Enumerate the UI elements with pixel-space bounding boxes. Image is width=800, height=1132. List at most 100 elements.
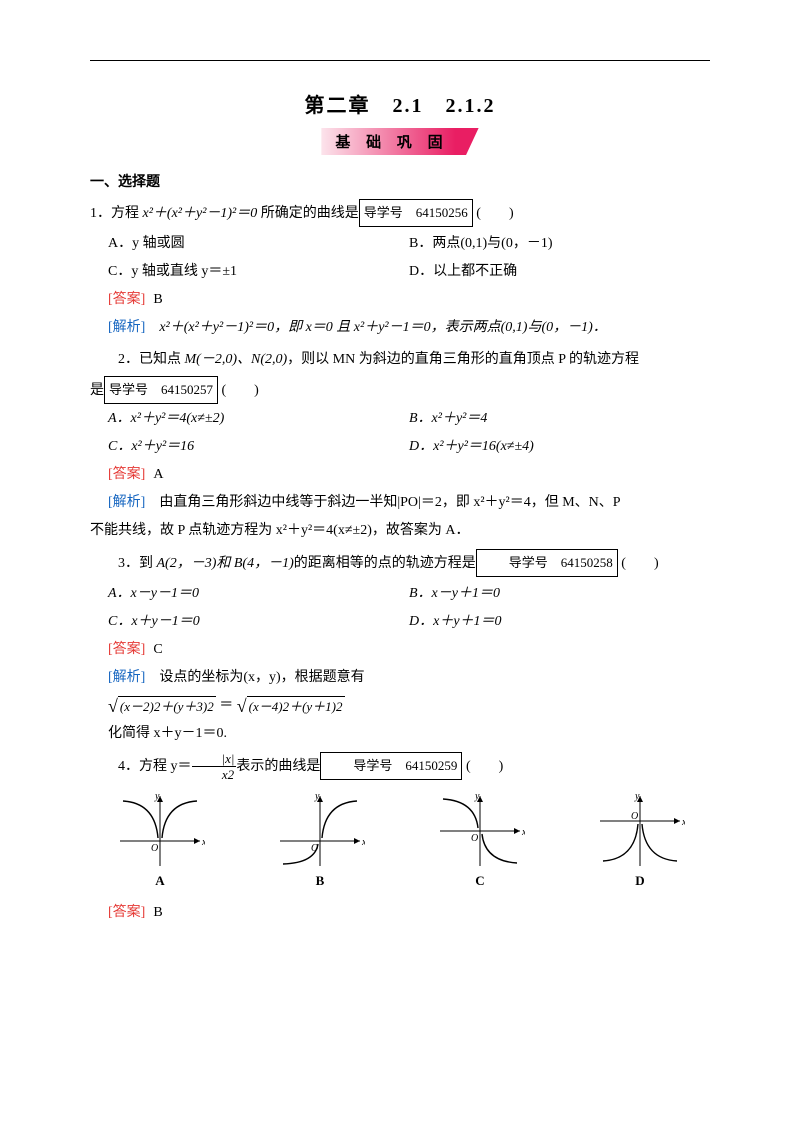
graph-A-label: A	[115, 873, 205, 889]
graph-B-svg: x y O	[275, 791, 365, 871]
q4-ref: 导学号 64150259	[320, 752, 462, 780]
expl-label: [解析]	[108, 320, 145, 335]
radical-icon: √	[237, 696, 247, 716]
q2-optC: C．x²＋y²＝16	[108, 433, 409, 461]
q3-optA: A．x－y－1＝0	[108, 580, 409, 608]
q4-answer: B	[153, 905, 162, 920]
svg-text:O: O	[471, 833, 478, 844]
q1-ref: 导学号 64150256	[359, 199, 473, 227]
q1-mid: 所确定的曲线是	[257, 206, 359, 221]
q1-explanation: [解析] x²＋(x²＋y²－1)²＝0，即 x＝0 且 x²＋y²－1＝0，表…	[108, 314, 710, 342]
q1-options: A．y 轴或圆 B．两点(0,1)与(0，－1) C．y 轴或直线 y＝±1 D…	[108, 230, 710, 286]
q1-optD: D．以上都不正确	[409, 258, 710, 286]
svg-text:x: x	[521, 827, 525, 838]
q3-expl-pre: [解析] 设点的坐标为(x，y)，根据题意有	[108, 664, 710, 692]
answer-label: [答案]	[108, 292, 145, 307]
q1-paren: ( )	[476, 206, 513, 221]
banner-wrap: 基 础 巩 固	[90, 128, 710, 155]
sqrt-right: √ (x－4)2＋(y＋1)2	[237, 696, 345, 716]
q1-optB: B．两点(0,1)与(0，－1)	[409, 230, 710, 258]
svg-text:y: y	[634, 791, 640, 802]
q2-pts: M(－2,0)、N(2,0)	[185, 352, 288, 367]
q2-answer-row: [答案] A	[108, 461, 710, 489]
q1-answer: B	[153, 292, 162, 307]
graph-D-svg: x y O	[595, 791, 685, 871]
q3-pts: A(2，－3)和 B(4，－1)	[157, 556, 294, 571]
expl-label: [解析]	[108, 495, 145, 510]
q2-expl-1: [解析] 由直角三角形斜边中线等于斜边一半知|PO|＝2，即 x²＋y²＝4，但…	[108, 489, 710, 517]
svg-text:y: y	[474, 791, 480, 802]
q2-expl-2: 不能共线，故 P 点轨迹方程为 x²＋y²＝4(x≠±2)，故答案为 A．	[90, 517, 710, 545]
q3-prefix: 3．到	[118, 556, 157, 571]
q3-sqrt-eq: √ (x－2)2＋(y＋3)2 ＝ √ (x－4)2＋(y＋1)2	[108, 692, 710, 720]
top-rule	[90, 60, 710, 61]
q3-answer-row: [答案] C	[108, 636, 710, 664]
q4-frac-num: |x|	[192, 752, 237, 767]
section-heading: 一、选择题	[90, 171, 710, 191]
q1-eq: x²＋(x²＋y²－1)²＝0	[143, 206, 258, 221]
sqrt-right-arg: (x－4)2＋(y＋1)2	[247, 696, 345, 716]
q2-l2-prefix: 是	[90, 383, 104, 398]
graph-C-svg: x y O	[435, 791, 525, 871]
q2-options: A．x²＋y²＝4(x≠±2) B．x²＋y²＝4 C．x²＋y²＝16 D．x…	[108, 405, 710, 461]
graph-C-label: C	[435, 873, 525, 889]
q2-line2: 是导学号 64150257 ( )	[90, 376, 710, 405]
q2-optB: B．x²＋y²＝4	[409, 405, 710, 433]
q4-graph-grid: x y O A x y O B x y O	[90, 791, 710, 889]
q3-options: A．x－y－1＝0 B．x－y＋1＝0 C．x＋y－1＝0 D．x＋y＋1＝0	[108, 580, 710, 636]
q3-optC: C．x＋y－1＝0	[108, 608, 409, 636]
graph-B: x y O B	[275, 791, 365, 889]
graph-A: x y O A	[115, 791, 205, 889]
q4-paren: ( )	[466, 759, 503, 774]
svg-text:O: O	[151, 843, 158, 854]
question-3: 3．到 A(2，－3)和 B(4，－1)的距离相等的点的轨迹方程是导学号 641…	[90, 549, 710, 578]
graph-D-label: D	[595, 873, 685, 889]
q3-optB: B．x－y＋1＝0	[409, 580, 710, 608]
q1-optC: C．y 轴或直线 y＝±1	[108, 258, 409, 286]
q1-answer-row: [答案] B	[108, 286, 710, 314]
eq-sign: ＝	[219, 698, 233, 713]
svg-text:x: x	[361, 837, 365, 848]
banner: 基 础 巩 固	[321, 128, 478, 155]
q3-optD: D．x＋y＋1＝0	[409, 608, 710, 636]
q2-answer: A	[153, 467, 163, 482]
svg-text:x: x	[201, 837, 205, 848]
chapter-title: 第二章 2.1 2.1.2	[90, 89, 710, 118]
q2-prefix: 2．已知点	[118, 352, 185, 367]
sqrt-left: √ (x－2)2＋(y＋3)2	[108, 696, 216, 716]
answer-label: [答案]	[108, 642, 145, 657]
question-1: 1．方程 x²＋(x²＋y²－1)²＝0 所确定的曲线是导学号 64150256…	[90, 199, 710, 228]
q2-optA: A．x²＋y²＝4(x≠±2)	[108, 405, 409, 433]
q3-answer: C	[153, 642, 162, 657]
graph-D: x y O D	[595, 791, 685, 889]
answer-label: [答案]	[108, 905, 145, 920]
q4-mid: 表示的曲线是	[236, 759, 320, 774]
answer-label: [答案]	[108, 467, 145, 482]
graph-B-label: B	[275, 873, 365, 889]
svg-text:y: y	[314, 791, 320, 802]
q2-mid: ，则以 MN 为斜边的直角三角形的直角顶点 P 的轨迹方程	[287, 352, 639, 367]
q1-optA: A．y 轴或圆	[108, 230, 409, 258]
q3-expl-post: 化简得 x＋y－1＝0.	[108, 720, 710, 748]
q3-paren: ( )	[621, 556, 658, 571]
q3-expl-pre-text: 设点的坐标为(x，y)，根据题意有	[159, 670, 364, 685]
q4-answer-row: [答案] B	[108, 899, 710, 927]
q2-optD: D．x²＋y²＝16(x≠±4)	[409, 433, 710, 461]
expl-label: [解析]	[108, 670, 145, 685]
graph-C: x y O C	[435, 791, 525, 889]
sqrt-left-arg: (x－2)2＋(y＋3)2	[118, 696, 216, 716]
radical-icon: √	[108, 696, 118, 716]
q4-prefix: 4．方程 y＝	[118, 759, 192, 774]
q4-frac-den: x2	[192, 767, 237, 781]
q1-prefix: 1．方程	[90, 206, 143, 221]
question-4: 4．方程 y＝|x|x2表示的曲线是导学号 64150259 ( )	[90, 752, 710, 781]
q2-paren: ( )	[222, 383, 259, 398]
svg-text:y: y	[154, 791, 160, 802]
svg-text:O: O	[631, 811, 638, 822]
graph-A-svg: x y O	[115, 791, 205, 871]
q3-ref: 导学号 64150258	[476, 549, 618, 577]
q2-expl-l1: 由直角三角形斜边中线等于斜边一半知|PO|＝2，即 x²＋y²＝4，但 M、N、…	[159, 495, 620, 510]
question-2: 2．已知点 M(－2,0)、N(2,0)，则以 MN 为斜边的直角三角形的直角顶…	[90, 346, 710, 374]
q2-ref: 导学号 64150257	[104, 376, 218, 404]
q4-frac: |x|x2	[192, 752, 237, 781]
